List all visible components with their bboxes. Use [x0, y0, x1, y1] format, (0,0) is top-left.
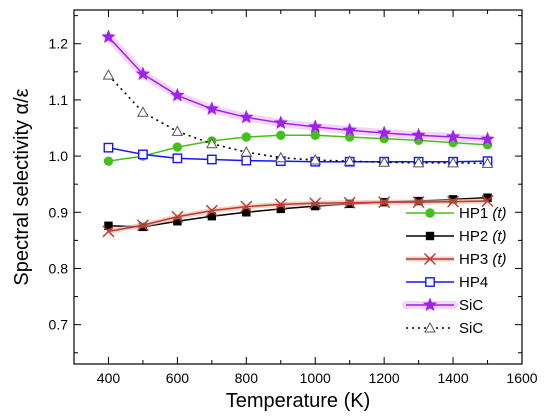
legend-marker [425, 277, 435, 287]
data-point [276, 130, 286, 141]
legend-label: HP3 (t) [459, 251, 507, 268]
series-4 [101, 29, 495, 146]
data-point [138, 149, 148, 160]
legend-item: HP4 [406, 274, 488, 291]
y-tick-label: 0.9 [49, 204, 69, 220]
data-point [378, 156, 391, 167]
data-point [205, 204, 218, 217]
legend-label: SiC [459, 320, 483, 337]
data-point [343, 196, 356, 209]
x-tick-label: 800 [235, 370, 259, 386]
data-point [172, 142, 183, 152]
data-point [135, 66, 151, 81]
y-tick-label: 1.2 [49, 36, 69, 52]
data-point [240, 200, 253, 213]
data-point [136, 219, 149, 232]
x-tick-label: 400 [97, 370, 121, 386]
data-point [103, 156, 114, 166]
data-point [104, 221, 113, 230]
data-point [172, 153, 183, 164]
data-point [311, 201, 320, 211]
legend-label: HP4 [459, 274, 488, 291]
data-point [342, 122, 358, 137]
x-axis-title: Temperature (K) [226, 390, 371, 412]
x-tick-label: 1600 [506, 370, 537, 386]
data-point [481, 157, 494, 168]
data-point [273, 115, 289, 130]
data-point [173, 217, 182, 226]
data-point [171, 125, 184, 136]
series-line [108, 134, 488, 162]
y-tick-label: 0.7 [49, 317, 69, 333]
y-axis-title: Spectral selectivity α/ε [11, 88, 33, 285]
legend-marker [424, 253, 436, 265]
data-point [376, 125, 392, 140]
x-tick-label: 600 [166, 370, 190, 386]
data-point [307, 119, 323, 134]
legend-item: SiC [406, 320, 483, 337]
data-point [274, 151, 287, 163]
data-point [241, 132, 252, 142]
data-point [343, 155, 356, 166]
data-point [447, 156, 459, 168]
data-point [238, 109, 254, 124]
legend-item: HP3 (t) [406, 251, 507, 268]
legend-marker [422, 297, 438, 312]
legend-item: SiC [402, 297, 483, 314]
legend-marker [425, 231, 435, 241]
data-point [240, 146, 253, 157]
x-tick-label: 1400 [437, 370, 468, 386]
legend-item: HP2 (t) [406, 228, 507, 245]
data-point [310, 130, 320, 141]
legend-label: SiC [459, 297, 483, 314]
legend-label: HP2 (t) [459, 228, 507, 245]
data-point [102, 225, 115, 238]
data-point [204, 101, 220, 116]
data-point [412, 156, 425, 168]
data-point [445, 129, 461, 144]
data-point [411, 127, 426, 142]
data-point [242, 208, 251, 217]
series-2 [102, 195, 494, 238]
data-point [101, 29, 116, 44]
data-point [481, 195, 494, 208]
data-point [103, 142, 114, 153]
legend-marker [425, 208, 435, 218]
data-point [171, 210, 184, 223]
data-point [447, 195, 460, 208]
data-point [412, 196, 425, 209]
data-point [206, 154, 217, 165]
data-point [137, 106, 149, 117]
y-tick-label: 1.0 [49, 148, 69, 164]
data-point [102, 69, 115, 80]
series-line [107, 36, 488, 140]
data-point [483, 193, 492, 202]
legend-item: HP1 (t) [406, 205, 507, 222]
data-point [205, 137, 218, 149]
data-point [274, 198, 287, 211]
legend-marker [424, 321, 436, 333]
legend: HP1 (t) HP2 (t) HP3 (t) HP4 SiC SiC [402, 205, 507, 337]
series-line [108, 146, 488, 163]
series-5 [102, 69, 494, 168]
plot-frame [73, 9, 523, 365]
data-point [170, 87, 185, 102]
y-tick-label: 0.8 [49, 260, 69, 276]
data-point [207, 212, 217, 221]
data-point [241, 155, 252, 166]
y-tick-label: 1.1 [49, 92, 69, 108]
data-point [309, 153, 322, 165]
x-tick-label: 1200 [369, 370, 400, 386]
x-tick-label: 1000 [300, 370, 331, 386]
data-point [309, 197, 322, 210]
data-point [276, 204, 285, 214]
data-point [480, 131, 495, 146]
legend-label: HP1 (t) [459, 205, 507, 222]
series-line [108, 200, 488, 233]
data-point [378, 196, 391, 209]
